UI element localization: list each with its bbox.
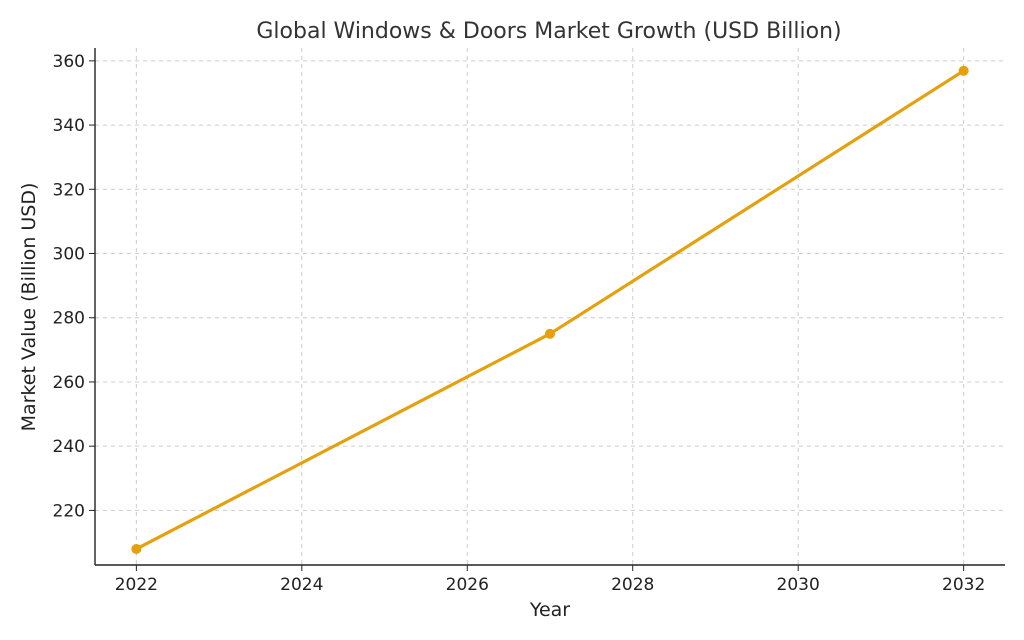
- y-axis-title: Market Value (Billion USD): [18, 183, 40, 432]
- x-ticks: 2022 2024 2026 2028 2030 2032: [115, 565, 985, 595]
- x-tick-label: 2022: [115, 575, 158, 595]
- data-point: [958, 65, 969, 76]
- data-point: [545, 328, 555, 339]
- y-tick-label: 280: [53, 309, 85, 329]
- x-axis-title: Year: [529, 599, 570, 621]
- grid: [95, 48, 1005, 565]
- data-point: [131, 543, 142, 554]
- x-tick-label: 2026: [446, 575, 489, 595]
- x-tick-label: 2032: [942, 575, 985, 595]
- x-tick-label: 2024: [280, 575, 323, 595]
- y-tick-label: 240: [53, 437, 85, 457]
- y-tick-label: 340: [53, 116, 85, 136]
- x-tick-label: 2030: [777, 575, 820, 595]
- y-tick-label: 220: [53, 501, 85, 521]
- series-line: [134, 69, 966, 551]
- axes: [94, 48, 1005, 566]
- y-tick-label: 360: [53, 52, 85, 72]
- x-tick-label: 2028: [611, 575, 654, 595]
- y-tick-label: 300: [53, 245, 85, 265]
- series-group: [131, 65, 969, 554]
- chart-title: Global Windows & Doors Market Growth (US…: [256, 19, 841, 44]
- y-tick-label: 320: [53, 180, 85, 200]
- y-ticks: 220 240 260 280 300 320 340 360: [53, 52, 95, 521]
- y-tick-label: 260: [53, 373, 85, 393]
